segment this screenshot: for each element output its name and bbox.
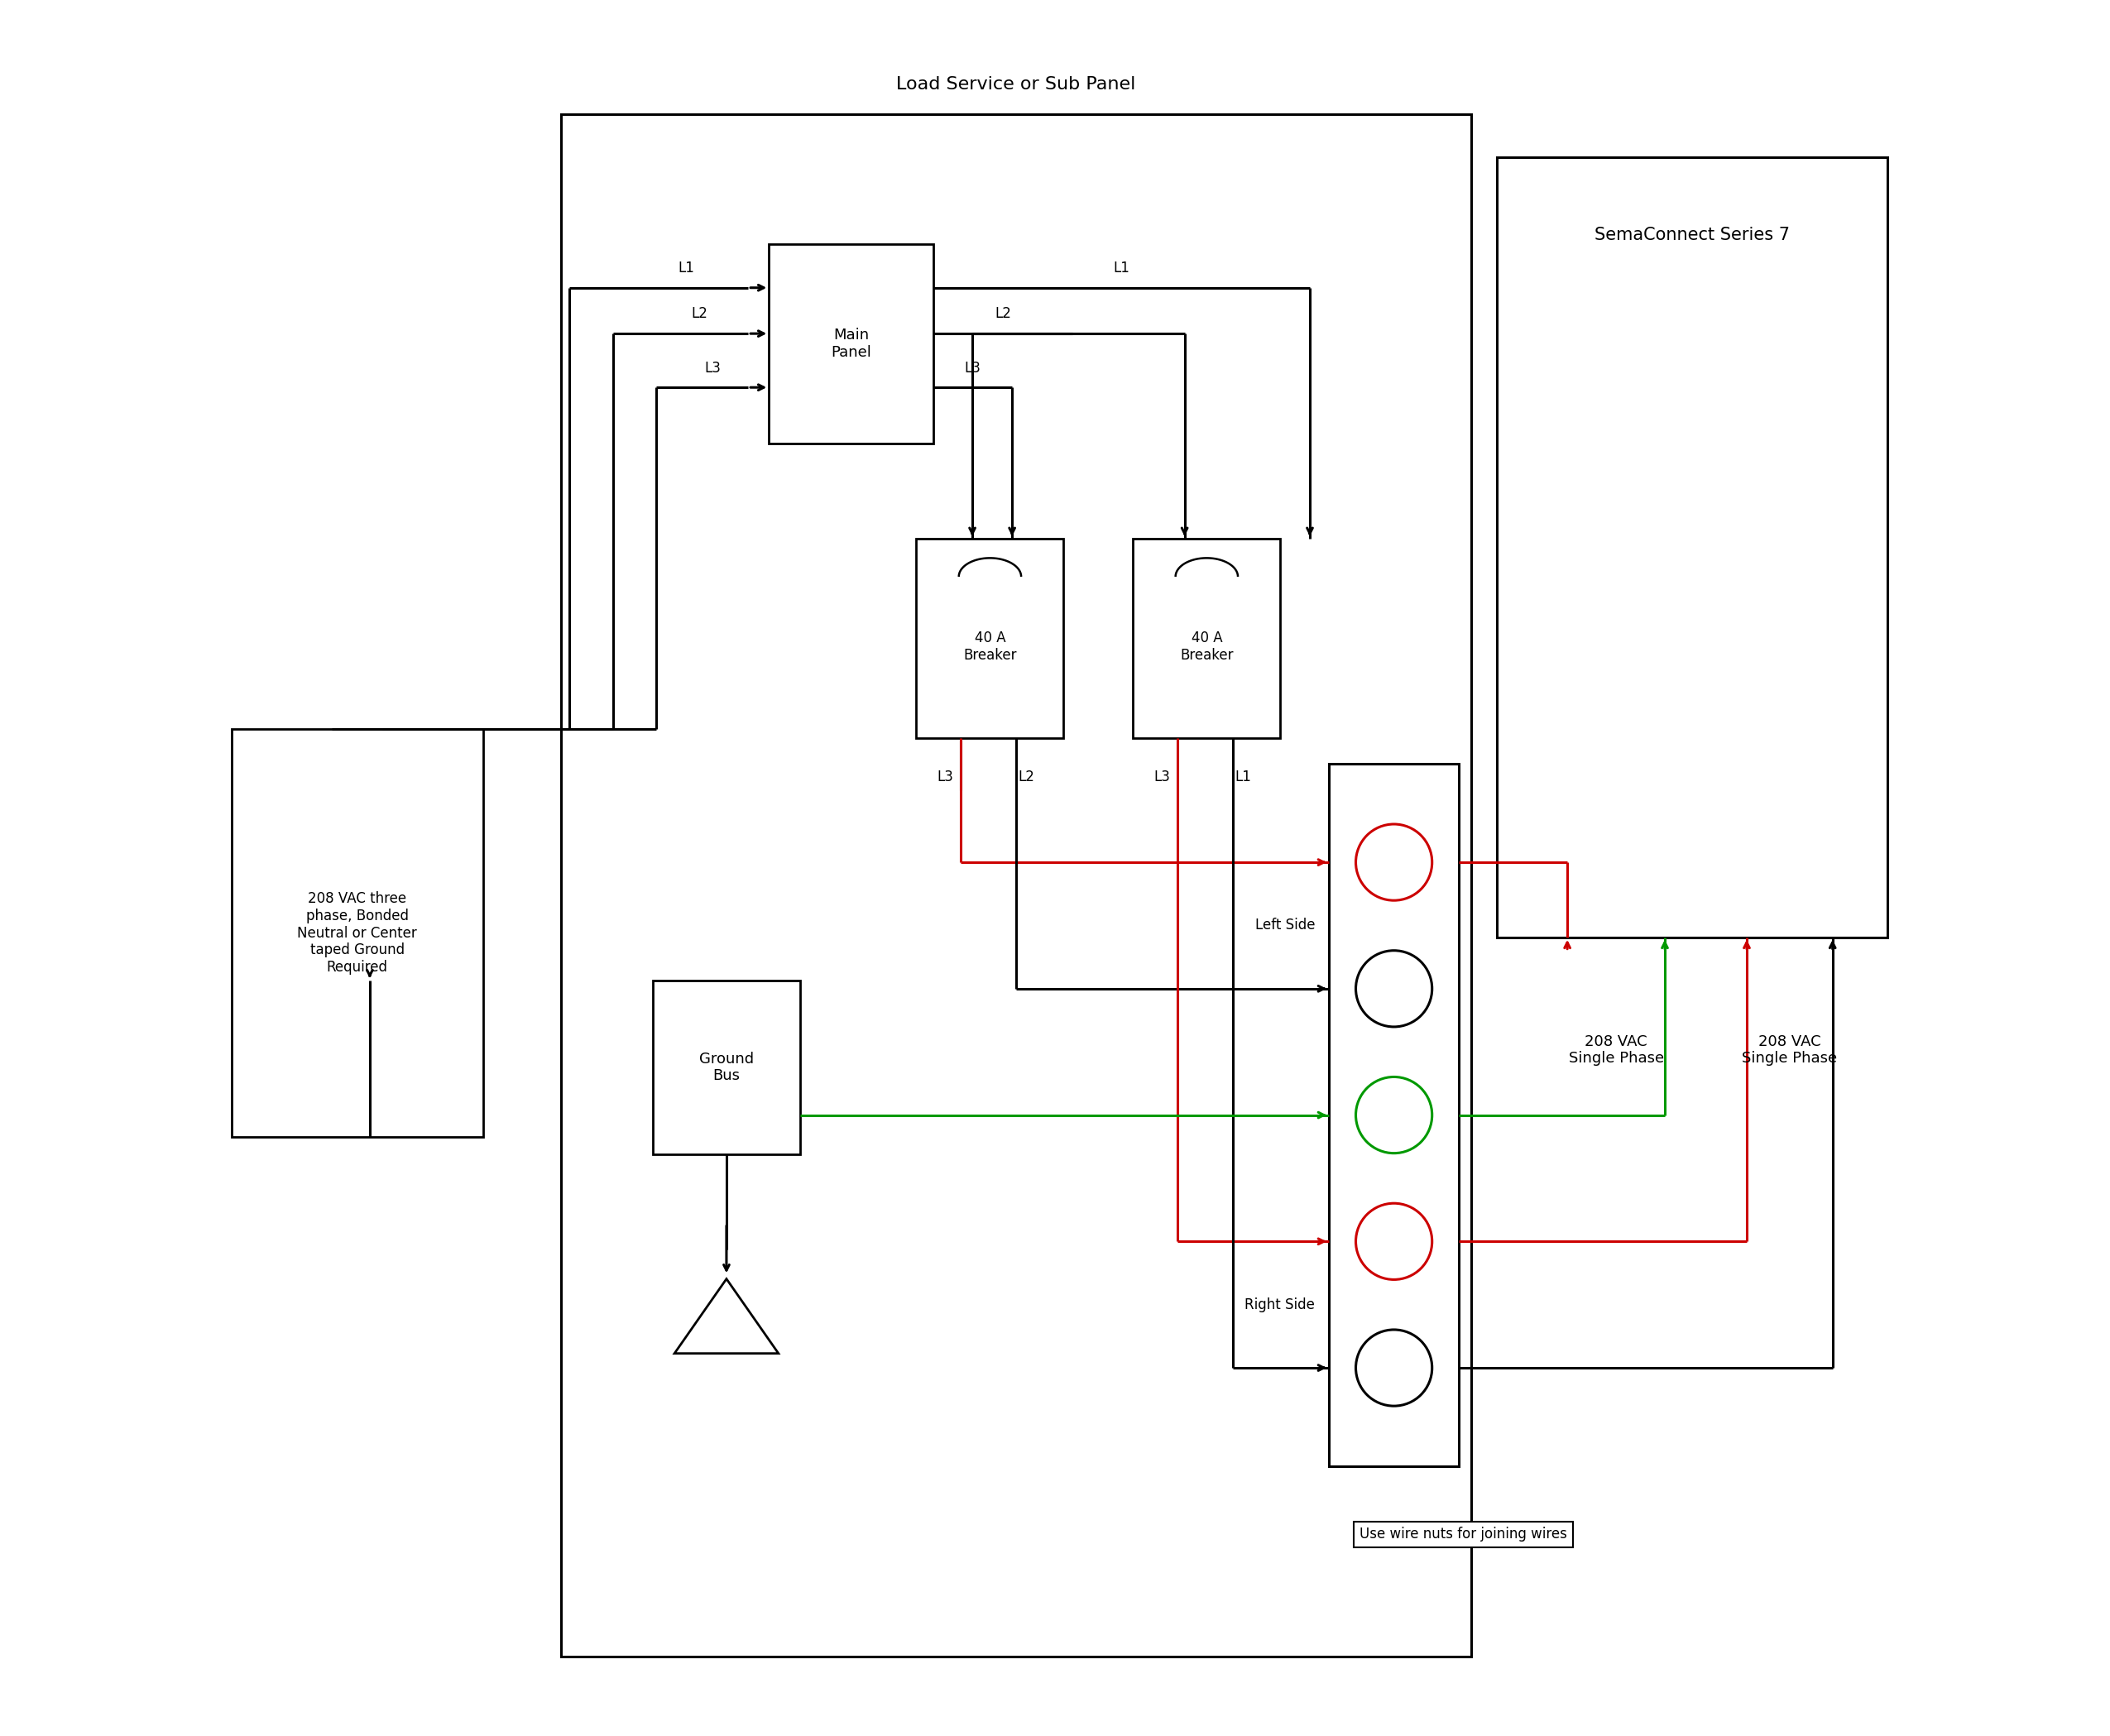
Circle shape (1357, 951, 1433, 1026)
Text: L3: L3 (1154, 769, 1171, 785)
Bar (768, 243, 933, 443)
Text: L1: L1 (679, 260, 694, 276)
Bar (1329, 764, 1458, 1467)
Polygon shape (675, 1279, 779, 1354)
Text: L3: L3 (937, 769, 954, 785)
Circle shape (1357, 1203, 1433, 1279)
Text: Left Side: Left Side (1255, 918, 1315, 932)
Circle shape (1357, 1076, 1433, 1153)
Text: 208 VAC
Single Phase: 208 VAC Single Phase (1568, 1035, 1663, 1066)
Circle shape (1357, 1330, 1433, 1406)
Text: L3: L3 (705, 361, 722, 375)
Text: 208 VAC three
phase, Bonded
Neutral or Center
taped Ground
Required: 208 VAC three phase, Bonded Neutral or C… (298, 891, 418, 976)
Text: L2: L2 (1019, 769, 1034, 785)
Text: L2: L2 (692, 307, 707, 321)
Bar (1498, 158, 1886, 937)
Text: L1: L1 (1114, 260, 1131, 276)
Text: L1: L1 (1234, 769, 1251, 785)
Circle shape (1357, 825, 1433, 901)
Text: Use wire nuts for joining wires: Use wire nuts for joining wires (1359, 1526, 1568, 1542)
Text: 40 A
Breaker: 40 A Breaker (964, 630, 1017, 663)
Bar (561, 115, 1471, 1656)
Text: 40 A
Breaker: 40 A Breaker (1179, 630, 1234, 663)
Text: Ground
Bus: Ground Bus (698, 1052, 753, 1083)
Bar (652, 981, 800, 1154)
Text: L2: L2 (994, 307, 1011, 321)
Text: Right Side: Right Side (1245, 1297, 1315, 1312)
Text: SemaConnect Series 7: SemaConnect Series 7 (1595, 226, 1789, 243)
Text: Main
Panel: Main Panel (831, 328, 871, 359)
Text: Load Service or Sub Panel: Load Service or Sub Panel (897, 76, 1135, 94)
Bar (916, 538, 1063, 738)
Bar (1133, 538, 1281, 738)
Text: L3: L3 (964, 361, 981, 375)
Text: 208 VAC
Single Phase: 208 VAC Single Phase (1743, 1035, 1838, 1066)
Bar (232, 729, 483, 1137)
